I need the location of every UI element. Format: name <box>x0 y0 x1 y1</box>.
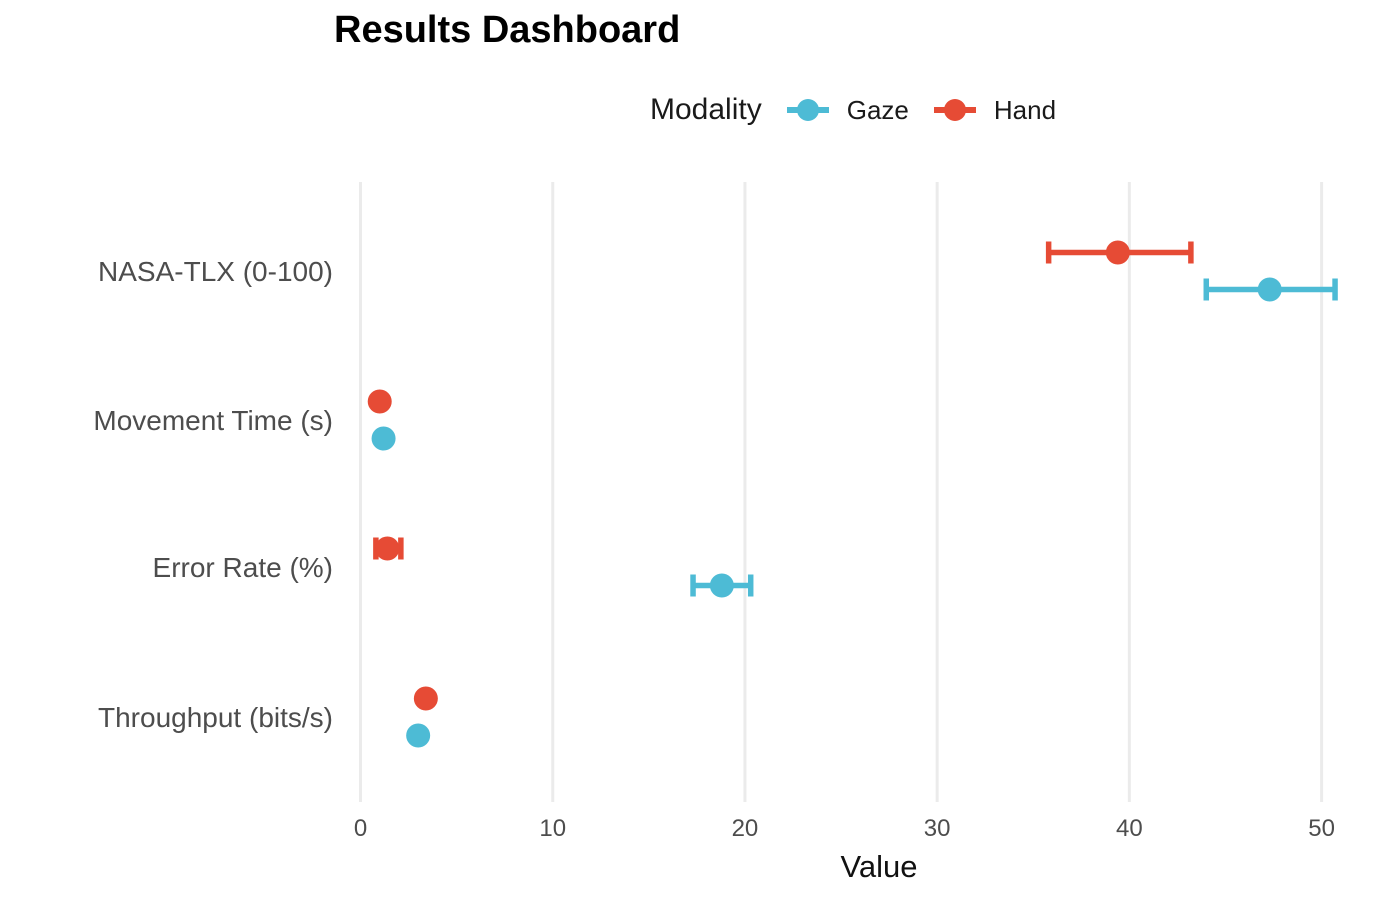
x-tick-label-50: 50 <box>1308 815 1335 842</box>
legend-label-hand: Hand <box>993 94 1057 125</box>
y-axis-label-3: Throughput (bits/s) <box>98 702 333 733</box>
legend: Modality Gaze Hand <box>650 86 1056 134</box>
point-gaze-0 <box>1257 277 1282 302</box>
x-tick-label-0: 0 <box>354 815 367 842</box>
plot-title: Results Dashboard <box>334 9 681 51</box>
x-axis-title: Value <box>840 849 918 884</box>
point-gaze-1 <box>371 426 396 451</box>
point-gaze-2 <box>709 573 734 598</box>
legend-label-gaze: Gaze <box>846 94 909 125</box>
x-tick-label-10: 10 <box>539 815 566 842</box>
point-hand-0 <box>1105 240 1130 265</box>
x-tick-label-30: 30 <box>924 815 951 842</box>
legend-title: Modality <box>650 93 762 126</box>
legend-key-gaze-icon <box>786 94 829 126</box>
point-hand-1 <box>367 389 392 414</box>
point-hand-3 <box>413 686 438 711</box>
point-gaze-3 <box>406 723 431 748</box>
y-axis-label-0: NASA-TLX (0-100) <box>98 256 333 287</box>
legend-key-hand-icon <box>933 94 976 126</box>
x-tick-label-20: 20 <box>732 815 759 842</box>
y-axis-label-2: Error Rate (%) <box>153 552 333 583</box>
point-hand-2 <box>375 536 400 561</box>
y-axis-label-1: Movement Time (s) <box>93 405 333 436</box>
x-tick-label-40: 40 <box>1116 815 1143 842</box>
